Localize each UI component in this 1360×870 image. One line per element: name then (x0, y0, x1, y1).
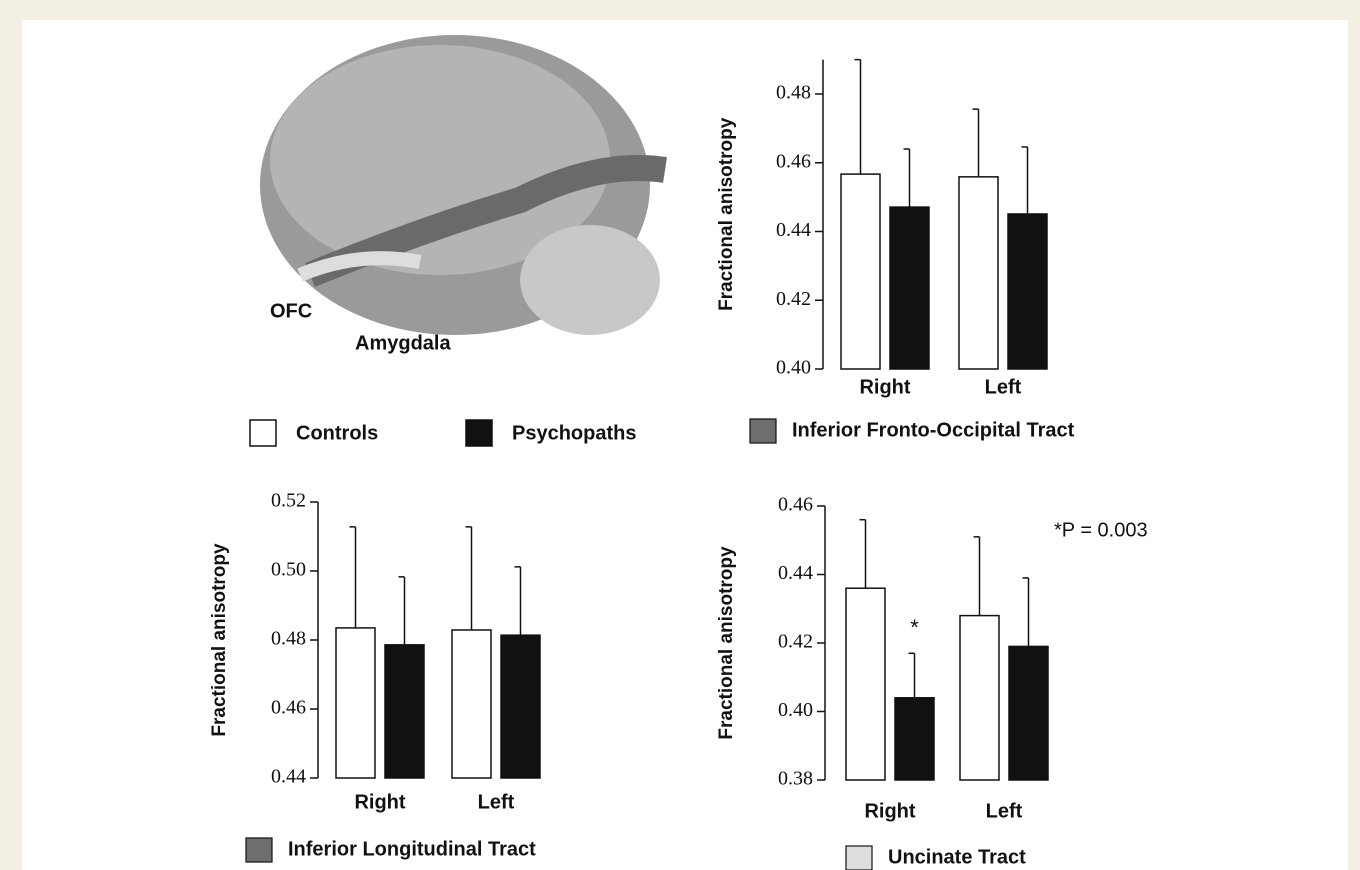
annotation: *P = 0.003 (1054, 519, 1148, 541)
x-tick-label: Right (354, 791, 405, 813)
y-tick-label: 0.52 (271, 490, 306, 512)
chart-caption: Inferior Fronto-Occipital Tract (792, 419, 1075, 441)
chart-caption: Uncinate Tract (888, 846, 1026, 868)
y-tick-label: 0.48 (776, 82, 811, 104)
y-tick-label: 0.50 (271, 559, 306, 581)
bar (1009, 646, 1048, 780)
y-axis-label: Fractional anisotropy (716, 546, 737, 740)
bar (1008, 214, 1047, 369)
y-tick-label: 0.42 (776, 288, 811, 310)
image-label: Amygdala (355, 332, 451, 354)
x-tick-label: Right (859, 376, 910, 398)
caption-swatch (846, 846, 872, 870)
bar (890, 207, 929, 369)
legend-swatch (250, 420, 276, 446)
bar (385, 645, 424, 778)
y-tick-label: 0.44 (271, 766, 306, 788)
caption-swatch (750, 419, 776, 443)
y-tick-label: 0.46 (778, 494, 813, 516)
bar (959, 177, 998, 369)
y-tick-label: 0.44 (778, 562, 813, 584)
chart-caption: Inferior Longitudinal Tract (288, 838, 536, 860)
panel (22, 20, 1348, 870)
legend-swatch (466, 420, 492, 446)
legend-label: Psychopaths (512, 422, 636, 444)
y-tick-label: 0.48 (271, 628, 306, 650)
y-tick-label: 0.46 (776, 150, 811, 172)
page: {"image_labels": ["OFC", "Amygdala"], "c… (0, 0, 1360, 870)
bar (501, 635, 540, 778)
x-tick-label: Right (864, 800, 915, 822)
image-label: OFC (270, 300, 312, 322)
caption-swatch (246, 838, 272, 862)
bar (960, 616, 999, 780)
x-tick-label: Left (986, 800, 1023, 822)
bar (846, 588, 885, 780)
y-tick-label: 0.44 (776, 219, 811, 241)
y-axis-label: Fractional anisotropy (209, 543, 230, 737)
y-tick-label: 0.40 (778, 699, 813, 721)
y-tick-label: 0.40 (776, 357, 811, 379)
y-tick-label: 0.42 (778, 631, 813, 653)
y-tick-label: 0.38 (778, 768, 813, 790)
x-tick-label: Left (478, 791, 515, 813)
bar (841, 174, 880, 369)
y-tick-label: 0.46 (271, 697, 306, 719)
bar (452, 630, 491, 778)
figure: OFC Amygdala 0.40 0.42 0.44 0.46 0.48 Fractio… (0, 0, 1360, 870)
x-tick-label: Left (985, 376, 1022, 398)
y-axis-label: Fractional anisotropy (716, 117, 737, 311)
bar (336, 628, 375, 778)
significance-star: * (910, 615, 919, 640)
legend-label: Controls (296, 422, 378, 444)
bar (895, 698, 934, 780)
